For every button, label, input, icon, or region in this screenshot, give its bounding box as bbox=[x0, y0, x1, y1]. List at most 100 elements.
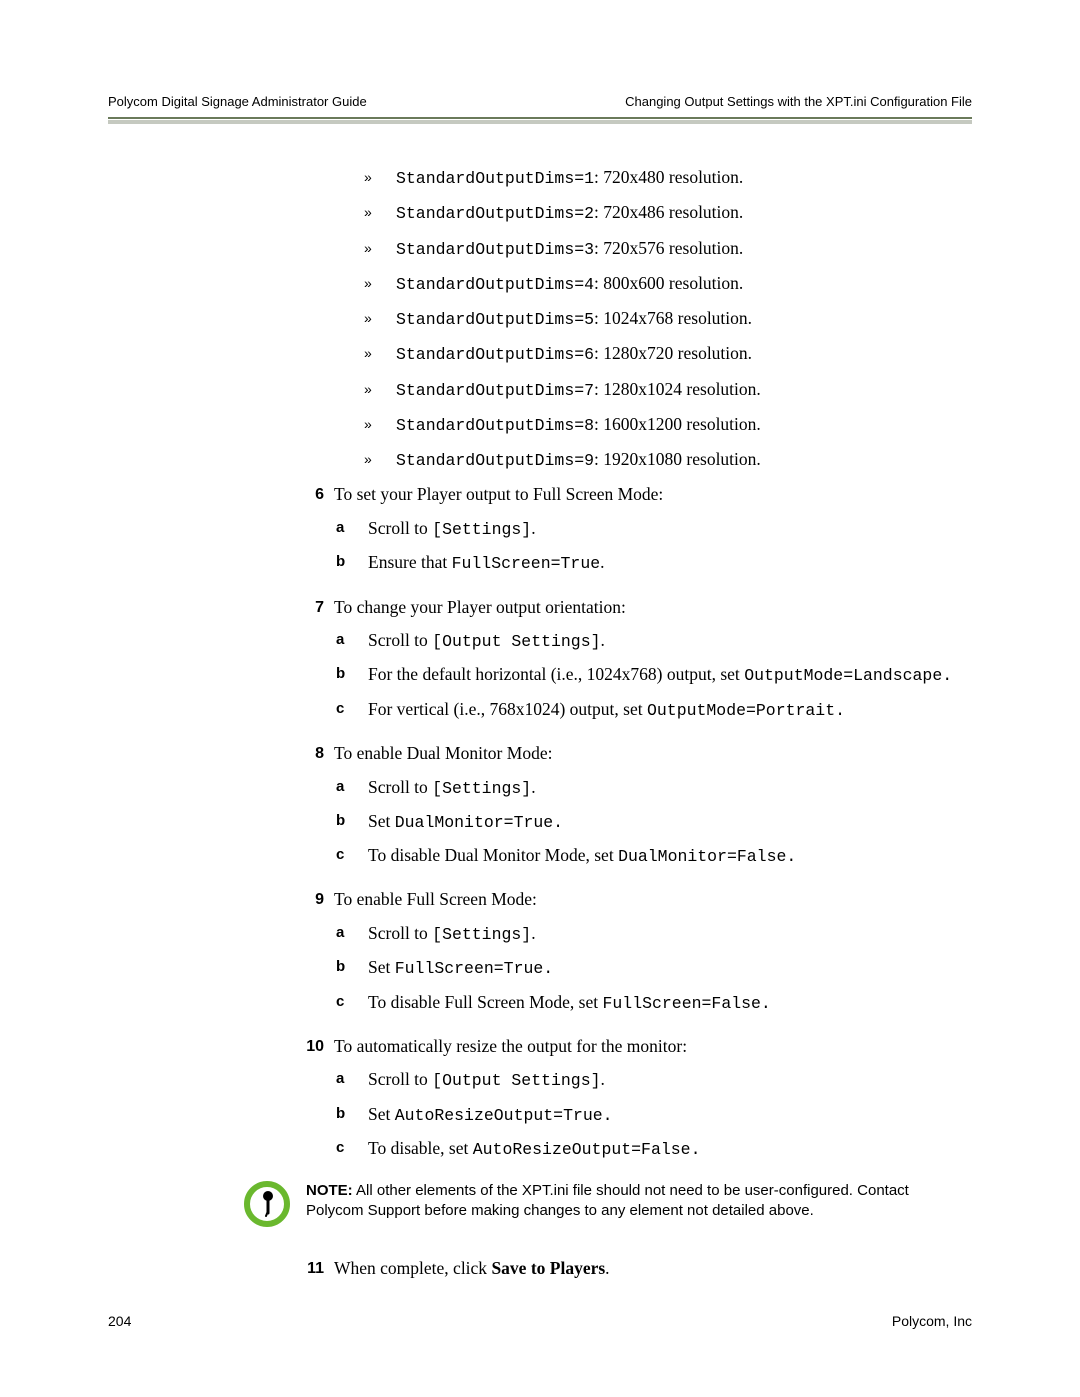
footer-company: Polycom, Inc bbox=[892, 1313, 972, 1329]
body-text: Ensure that bbox=[368, 552, 452, 572]
body-text: For vertical (i.e., 768x1024) output, se… bbox=[368, 699, 647, 719]
substep-marker: a bbox=[334, 922, 368, 946]
bullet-icon: » bbox=[364, 307, 396, 331]
page-footer: 204 Polycom, Inc bbox=[108, 1313, 972, 1329]
body-text: Set bbox=[368, 811, 395, 831]
code-text: StandardOutputDims=5 bbox=[396, 310, 594, 329]
numbered-steps: 6 To set your Player output to Full Scre… bbox=[300, 483, 972, 1171]
body-text: Scroll to bbox=[368, 1069, 432, 1089]
step-text: To change your Player output orientation… bbox=[334, 597, 626, 617]
step-10: 10 To automatically resize the output fo… bbox=[300, 1035, 972, 1171]
body-text: . bbox=[531, 923, 535, 943]
substep-marker: b bbox=[334, 551, 368, 575]
code-text: StandardOutputDims=2 bbox=[396, 204, 594, 223]
bullet-icon: » bbox=[364, 201, 396, 225]
page-number: 204 bbox=[108, 1313, 131, 1329]
step-8: 8 To enable Dual Monitor Mode: aScroll t… bbox=[300, 742, 972, 878]
substep: aScroll to [Settings]. bbox=[334, 517, 972, 541]
bullet-icon: » bbox=[364, 413, 396, 437]
substep: cTo disable Dual Monitor Mode, set DualM… bbox=[334, 844, 972, 868]
substep: bSet AutoResizeOutput=True. bbox=[334, 1103, 972, 1127]
code-text: StandardOutputDims=8 bbox=[396, 416, 594, 435]
step-11: 11 When complete, click Save to Players. bbox=[300, 1257, 972, 1281]
bullet-icon: » bbox=[364, 166, 396, 190]
list-item: »StandardOutputDims=5: 1024x768 resoluti… bbox=[364, 307, 972, 331]
substep-marker: b bbox=[334, 956, 368, 980]
bullet-icon: » bbox=[364, 272, 396, 296]
page-header: Polycom Digital Signage Administrator Gu… bbox=[108, 94, 972, 115]
code-text: StandardOutputDims=4 bbox=[396, 275, 594, 294]
bullet-icon: » bbox=[364, 378, 396, 402]
body-text: Scroll to bbox=[368, 518, 432, 538]
substep: aScroll to [Output Settings]. bbox=[334, 629, 972, 653]
substep-marker: a bbox=[334, 629, 368, 653]
substep: bSet DualMonitor=True. bbox=[334, 810, 972, 834]
body-text: : 720x486 resolution. bbox=[594, 202, 743, 222]
body-text: : 800x600 resolution. bbox=[594, 273, 743, 293]
step-text: To enable Full Screen Mode: bbox=[334, 889, 537, 909]
note-label: NOTE: bbox=[306, 1182, 353, 1199]
substep-marker: b bbox=[334, 810, 368, 834]
code-text: [Settings] bbox=[432, 779, 531, 798]
body-text: When complete, click bbox=[334, 1258, 491, 1278]
bullet-icon: » bbox=[364, 342, 396, 366]
body-text: : 720x480 resolution. bbox=[594, 167, 743, 187]
step-number: 11 bbox=[300, 1257, 334, 1281]
header-right: Changing Output Settings with the XPT.in… bbox=[625, 94, 972, 109]
step-text: To enable Dual Monitor Mode: bbox=[334, 743, 552, 763]
code-text: OutputMode=Portrait. bbox=[647, 701, 845, 720]
body-text: To disable Dual Monitor Mode, set bbox=[368, 845, 618, 865]
substep: aScroll to [Settings]. bbox=[334, 776, 972, 800]
list-item: »StandardOutputDims=3: 720x576 resolutio… bbox=[364, 237, 972, 261]
step-number: 6 bbox=[300, 483, 334, 585]
header-left: Polycom Digital Signage Administrator Gu… bbox=[108, 94, 367, 109]
step-text: To automatically resize the output for t… bbox=[334, 1036, 687, 1056]
body-text: : 1600x1200 resolution. bbox=[594, 414, 761, 434]
substep-marker: a bbox=[334, 1068, 368, 1092]
body-text: : 1280x1024 resolution. bbox=[594, 379, 761, 399]
body-text: Set bbox=[368, 957, 395, 977]
note-body: All other elements of the XPT.ini file s… bbox=[306, 1182, 909, 1219]
body-text: Scroll to bbox=[368, 777, 432, 797]
code-text: OutputMode=Landscape. bbox=[744, 666, 952, 685]
bullet-icon: » bbox=[364, 237, 396, 261]
step-9: 9 To enable Full Screen Mode: aScroll to… bbox=[300, 888, 972, 1024]
substep-marker: a bbox=[334, 776, 368, 800]
substep: aScroll to [Output Settings]. bbox=[334, 1068, 972, 1092]
body-text: To disable, set bbox=[368, 1138, 473, 1158]
body-text: Scroll to bbox=[368, 923, 432, 943]
code-text: [Output Settings] bbox=[432, 632, 600, 651]
code-text: [Output Settings] bbox=[432, 1071, 600, 1090]
step-number: 7 bbox=[300, 596, 334, 732]
substep-marker: b bbox=[334, 1103, 368, 1127]
code-text: StandardOutputDims=1 bbox=[396, 169, 594, 188]
note-text: NOTE: All other elements of the XPT.ini … bbox=[306, 1181, 972, 1222]
substep-marker: c bbox=[334, 844, 368, 868]
list-item: »StandardOutputDims=1: 720x480 resolutio… bbox=[364, 166, 972, 190]
body-text: . bbox=[601, 630, 605, 650]
list-item: »StandardOutputDims=6: 1280x720 resoluti… bbox=[364, 342, 972, 366]
code-text: [Settings] bbox=[432, 925, 531, 944]
step-number: 9 bbox=[300, 888, 334, 1024]
list-item: »StandardOutputDims=7: 1280x1024 resolut… bbox=[364, 378, 972, 402]
code-text: AutoResizeOutput=True. bbox=[395, 1106, 613, 1125]
step-11-wrap: 11 When complete, click Save to Players. bbox=[300, 1257, 972, 1281]
body-text: . bbox=[600, 552, 604, 572]
list-item: »StandardOutputDims=4: 800x600 resolutio… bbox=[364, 272, 972, 296]
code-text: StandardOutputDims=7 bbox=[396, 381, 594, 400]
substep-marker: b bbox=[334, 663, 368, 687]
code-text: StandardOutputDims=6 bbox=[396, 345, 594, 364]
note-pin-icon bbox=[244, 1181, 290, 1227]
substep: cTo disable Full Screen Mode, set FullSc… bbox=[334, 991, 972, 1015]
code-text: [Settings] bbox=[432, 520, 531, 539]
body-text: To disable Full Screen Mode, set bbox=[368, 992, 603, 1012]
bullet-icon: » bbox=[364, 448, 396, 472]
code-text: DualMonitor=True. bbox=[395, 813, 563, 832]
code-text: DualMonitor=False. bbox=[618, 847, 796, 866]
body-text: . bbox=[531, 518, 535, 538]
body-text: . bbox=[531, 777, 535, 797]
substep-marker: c bbox=[334, 991, 368, 1015]
code-text: FullScreen=True. bbox=[395, 959, 553, 978]
body-text: : 1920x1080 resolution. bbox=[594, 449, 761, 469]
substep-marker: c bbox=[334, 1137, 368, 1161]
